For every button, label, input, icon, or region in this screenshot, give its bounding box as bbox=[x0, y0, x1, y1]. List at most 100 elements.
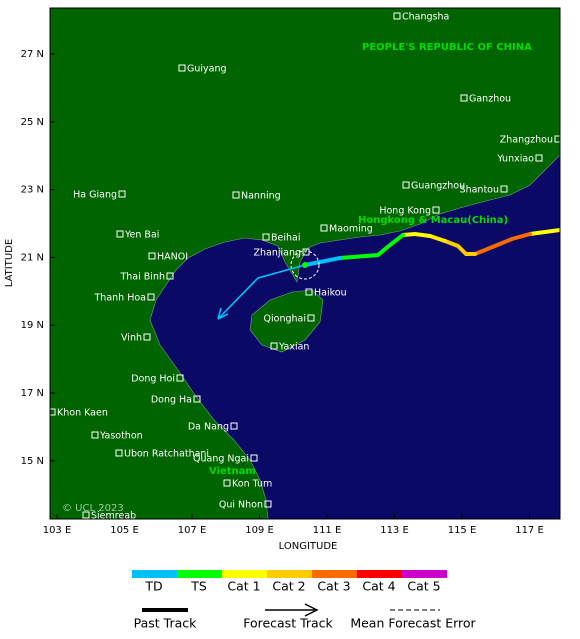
city-label: Ubon Ratchathani bbox=[124, 449, 209, 460]
x-tick-label: 117 E bbox=[515, 525, 544, 536]
city-label: Yunxiao bbox=[496, 154, 534, 165]
hainan bbox=[249, 289, 324, 353]
city-label: Thanh Hoa bbox=[94, 293, 147, 304]
past-track bbox=[303, 228, 560, 267]
y-tick-label: 27 N bbox=[21, 49, 44, 60]
city-label: Beihai bbox=[271, 233, 300, 244]
map: Changsha Guiyang Ganzhou Zhangzhou Yunxiao Gu… bbox=[50, 8, 560, 519]
city-label: Guiyang bbox=[187, 64, 227, 75]
intensity-swatch bbox=[357, 570, 402, 578]
city-marker bbox=[402, 181, 410, 189]
city-marker bbox=[50, 408, 56, 416]
x-tick-label: 113 E bbox=[380, 525, 409, 536]
x-tick-label: 111 E bbox=[313, 525, 342, 536]
city-marker bbox=[147, 293, 155, 301]
city-label: Ganzhou bbox=[469, 94, 511, 105]
intensity-swatch bbox=[267, 570, 312, 578]
x-tick-label: 103 E bbox=[43, 525, 72, 536]
city-label: Qionghai bbox=[264, 314, 306, 325]
y-tick-label: 25 N bbox=[21, 117, 44, 128]
y-axis-title: LATITUDE bbox=[4, 239, 15, 287]
y-tick-label: 17 N bbox=[21, 388, 44, 399]
city-marker bbox=[264, 500, 272, 508]
forecast-arrow bbox=[217, 307, 229, 320]
x-tick-label: 107 E bbox=[178, 525, 207, 536]
city-marker bbox=[432, 206, 440, 214]
intensity-swatch bbox=[222, 570, 267, 578]
city-marker bbox=[393, 12, 401, 20]
city-label: Haikou bbox=[314, 288, 347, 299]
city-label: Vinh bbox=[121, 333, 142, 344]
y-tick-label: 19 N bbox=[21, 320, 44, 331]
city-label: Guangzhou bbox=[411, 181, 465, 192]
region-label: Vietnam bbox=[209, 466, 256, 477]
city-marker bbox=[178, 64, 186, 72]
forecast-arrow-sample bbox=[304, 603, 319, 617]
city-label: Zhangzhou bbox=[500, 135, 553, 146]
forecast-error bbox=[290, 250, 320, 280]
city-marker bbox=[193, 395, 201, 403]
intensity-label: Cat 3 bbox=[317, 579, 350, 594]
intensity-swatch bbox=[312, 570, 357, 578]
city-label: Dong Ha bbox=[151, 395, 192, 406]
city-marker bbox=[166, 272, 174, 280]
line-legend-label: Past Track bbox=[134, 616, 197, 631]
city-label: Thai Binh bbox=[119, 272, 165, 283]
city-marker bbox=[535, 154, 543, 162]
city-marker bbox=[116, 230, 124, 238]
city-marker bbox=[460, 94, 468, 102]
city-marker bbox=[307, 314, 315, 322]
x-tick-label: 109 E bbox=[245, 525, 274, 536]
copyright: © UCL 2023 bbox=[62, 503, 124, 514]
city-label: HANOI bbox=[157, 252, 188, 263]
region-label: PEOPLE'S REPUBLIC OF CHINA bbox=[362, 42, 532, 53]
storm-position bbox=[302, 262, 308, 268]
city-label: Khon Kaen bbox=[57, 408, 108, 419]
city-label: Ha Giang bbox=[73, 190, 117, 201]
y-tick-label: 23 N bbox=[21, 185, 44, 196]
intensity-label: TD bbox=[144, 579, 162, 594]
intensity-swatch bbox=[402, 570, 447, 578]
city-label: Da Nang bbox=[188, 422, 229, 433]
line-legend-label: Mean Forecast Error bbox=[350, 616, 476, 631]
city-label: Yasothon bbox=[99, 431, 143, 442]
city-marker bbox=[232, 191, 240, 199]
city-marker bbox=[118, 190, 126, 198]
city-label: Dong Hoi bbox=[131, 374, 175, 385]
city-label: Quang Ngai bbox=[193, 454, 249, 465]
city-label: Qui Nhon bbox=[219, 500, 263, 511]
city-marker bbox=[223, 479, 231, 487]
city-label: Nanning bbox=[241, 191, 281, 202]
y-tick-label: 15 N bbox=[21, 456, 44, 467]
map-frame bbox=[49, 7, 561, 520]
city-marker bbox=[115, 449, 123, 457]
city-marker bbox=[262, 233, 270, 241]
city-marker bbox=[270, 342, 278, 350]
intensity-label: Cat 5 bbox=[407, 579, 440, 594]
x-axis-title: LONGITUDE bbox=[279, 541, 338, 552]
city-marker bbox=[148, 252, 156, 260]
city-marker bbox=[305, 288, 313, 296]
city-label: Changsha bbox=[402, 12, 449, 23]
intensity-label: TS bbox=[190, 579, 207, 594]
city-marker bbox=[91, 431, 99, 439]
city-marker bbox=[302, 248, 310, 256]
city-marker bbox=[143, 333, 151, 341]
city-label: Zhanjiang bbox=[253, 248, 301, 259]
city-marker bbox=[500, 185, 508, 193]
y-tick-label: 21 N bbox=[21, 252, 44, 263]
city-marker bbox=[176, 374, 184, 382]
city-label: Maoming bbox=[329, 224, 373, 235]
intensity-label: Cat 2 bbox=[272, 579, 305, 594]
city-label: Yaxian bbox=[278, 342, 309, 353]
city-label: Kon Tum bbox=[232, 479, 272, 490]
city-marker bbox=[230, 422, 238, 430]
intensity-label: Cat 4 bbox=[362, 579, 395, 594]
intensity-swatch bbox=[177, 570, 222, 578]
city-marker bbox=[250, 454, 258, 462]
city-marker bbox=[320, 224, 328, 232]
city-label: Shantou bbox=[460, 185, 499, 196]
city-label: Hong Kong bbox=[379, 206, 431, 217]
x-tick-label: 115 E bbox=[448, 525, 477, 536]
